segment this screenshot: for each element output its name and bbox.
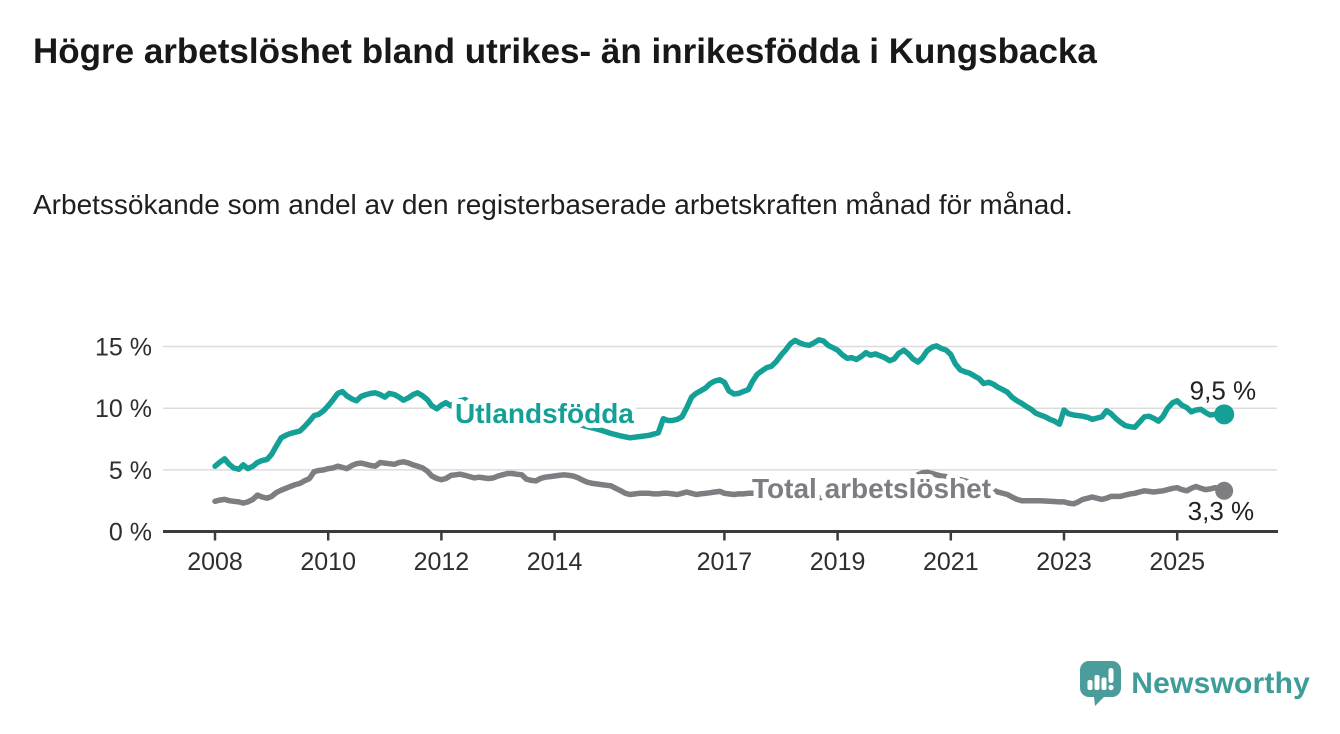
x-axis-label-2012: 2012 bbox=[414, 548, 470, 576]
newsworthy-logo-text: Newsworthy bbox=[1131, 666, 1310, 700]
x-axis-label-2014: 2014 bbox=[527, 548, 583, 576]
x-axis-label-2023: 2023 bbox=[1036, 548, 1092, 576]
logo-bar-3 bbox=[1101, 677, 1107, 690]
series-line-total bbox=[212, 459, 1227, 507]
x-axis-label-2017: 2017 bbox=[697, 548, 753, 576]
logo-exclamation-bar bbox=[1108, 668, 1114, 683]
y-axis-label-15: 15 % bbox=[95, 334, 152, 362]
x-axis-label-2025: 2025 bbox=[1149, 548, 1205, 576]
y-axis-label-0: 0 % bbox=[109, 519, 152, 547]
x-axis-label-2019: 2019 bbox=[810, 548, 866, 576]
page-title: Högre arbetslöshet bland utrikes- än inr… bbox=[33, 32, 1097, 71]
series-label-total: Total arbetslöshet bbox=[752, 473, 991, 504]
end-value-label-total: 3,3 % bbox=[1188, 496, 1255, 526]
end-value-label-utlandsfodda: 9,5 % bbox=[1190, 375, 1257, 405]
x-axis-label-2010: 2010 bbox=[300, 548, 356, 576]
x-axis-label-2021: 2021 bbox=[923, 548, 979, 576]
series-label-utlandsfodda: Utlandsfödda bbox=[455, 398, 634, 429]
logo-exclamation-dot bbox=[1108, 684, 1114, 691]
logo-bar-2 bbox=[1094, 675, 1100, 690]
newsworthy-logo: Newsworthy bbox=[1080, 661, 1310, 706]
logo-bar-1 bbox=[1087, 680, 1093, 690]
series-line-utlandsfodda bbox=[212, 337, 1227, 472]
newsworthy-logo-icon bbox=[1080, 661, 1122, 706]
y-axis-label-5: 5 % bbox=[109, 457, 152, 485]
page-subtitle: Arbetssökande som andel av den registerb… bbox=[33, 189, 1073, 220]
x-axis-label-2008: 2008 bbox=[187, 548, 243, 576]
y-axis-label-10: 10 % bbox=[95, 395, 152, 423]
series-end-dot-total bbox=[1215, 481, 1234, 500]
series-end-dot-utlandsfodda bbox=[1214, 404, 1235, 425]
